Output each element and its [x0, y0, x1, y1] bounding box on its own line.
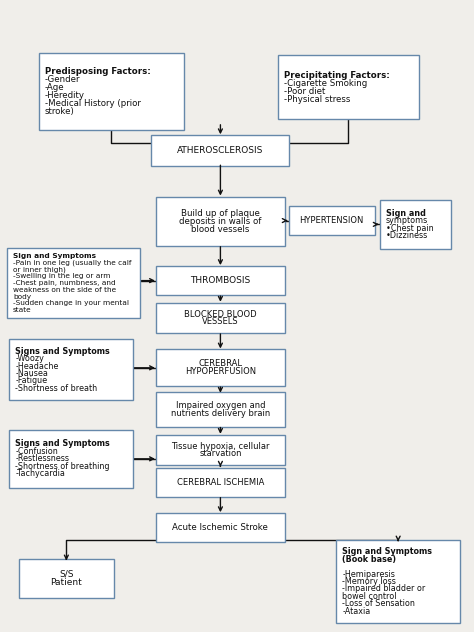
Text: starvation: starvation: [199, 449, 242, 458]
Text: Impaired oxygen and: Impaired oxygen and: [176, 401, 265, 410]
Text: -Confusion: -Confusion: [15, 447, 58, 456]
FancyBboxPatch shape: [19, 559, 114, 598]
Text: -Restlessness: -Restlessness: [15, 454, 69, 463]
Text: -Shortness of breathing: -Shortness of breathing: [15, 462, 110, 471]
FancyBboxPatch shape: [39, 54, 184, 130]
FancyBboxPatch shape: [156, 435, 284, 465]
Text: Build up of plaque: Build up of plaque: [181, 209, 260, 218]
Text: deposits in walls of: deposits in walls of: [179, 217, 262, 226]
Text: Tissue hypoxia, cellular: Tissue hypoxia, cellular: [171, 442, 270, 451]
Text: Signs and Symptoms: Signs and Symptoms: [15, 347, 110, 356]
FancyBboxPatch shape: [156, 468, 284, 497]
Text: THROMBOSIS: THROMBOSIS: [190, 276, 251, 285]
FancyBboxPatch shape: [156, 349, 284, 386]
Text: -Nausea: -Nausea: [15, 369, 48, 378]
Text: -Headache: -Headache: [15, 362, 59, 370]
Text: state: state: [13, 307, 32, 313]
Text: -Woozy: -Woozy: [15, 354, 44, 363]
Text: Patient: Patient: [51, 578, 82, 587]
Text: -Sudden change in your mental: -Sudden change in your mental: [13, 300, 129, 307]
Text: HYPOPERFUSION: HYPOPERFUSION: [185, 367, 256, 376]
Text: stroke): stroke): [45, 107, 75, 116]
Text: BLOCKED BLOOD: BLOCKED BLOOD: [184, 310, 257, 319]
FancyBboxPatch shape: [336, 540, 460, 623]
Text: •Dizziness: •Dizziness: [386, 231, 428, 240]
Text: -Impaired bladder or: -Impaired bladder or: [342, 585, 426, 593]
FancyBboxPatch shape: [156, 513, 284, 542]
Text: -Heredity: -Heredity: [45, 91, 85, 100]
Text: -Loss of Sensation: -Loss of Sensation: [342, 599, 415, 608]
Text: HYPERTENSION: HYPERTENSION: [300, 216, 364, 225]
Text: or inner thigh): or inner thigh): [13, 266, 66, 273]
Text: Acute Ischemic Stroke: Acute Ischemic Stroke: [173, 523, 268, 532]
Text: Signs and Symptoms: Signs and Symptoms: [15, 439, 110, 449]
Text: -Medical History (prior: -Medical History (prior: [45, 99, 141, 108]
Text: -Age: -Age: [45, 83, 64, 92]
Text: ATHEROSCLEROSIS: ATHEROSCLEROSIS: [177, 146, 264, 155]
Text: Sign and Symptoms: Sign and Symptoms: [342, 547, 432, 556]
FancyBboxPatch shape: [156, 197, 284, 246]
Text: CEREBRAL ISCHEMIA: CEREBRAL ISCHEMIA: [177, 478, 264, 487]
Text: weakness on the side of the: weakness on the side of the: [13, 287, 116, 293]
Text: (Book base): (Book base): [342, 555, 397, 564]
FancyBboxPatch shape: [156, 303, 284, 333]
Text: blood vessels: blood vessels: [191, 224, 250, 234]
FancyBboxPatch shape: [152, 135, 289, 166]
Text: CEREBRAL: CEREBRAL: [199, 360, 242, 368]
Text: -Pain in one leg (usually the calf: -Pain in one leg (usually the calf: [13, 260, 131, 266]
Text: -Cigarette Smoking: -Cigarette Smoking: [284, 79, 368, 88]
Text: body: body: [13, 294, 31, 300]
Text: bowel control: bowel control: [342, 592, 397, 601]
FancyBboxPatch shape: [9, 339, 133, 400]
Text: Predisposing Factors:: Predisposing Factors:: [45, 67, 151, 76]
Text: -Chest pain, numbness, and: -Chest pain, numbness, and: [13, 280, 116, 286]
Text: -Tachycardia: -Tachycardia: [15, 469, 65, 478]
Text: Precipitating Factors:: Precipitating Factors:: [284, 71, 390, 80]
Text: VESSELS: VESSELS: [202, 317, 239, 326]
Text: -Gender: -Gender: [45, 75, 81, 84]
Text: -Shortness of breath: -Shortness of breath: [15, 384, 98, 392]
Text: -Fatigue: -Fatigue: [15, 377, 47, 386]
Text: -Memory loss: -Memory loss: [342, 577, 396, 586]
FancyBboxPatch shape: [278, 56, 419, 119]
Text: symptoms: symptoms: [386, 216, 428, 225]
Text: •Chest pain: •Chest pain: [386, 224, 434, 233]
FancyBboxPatch shape: [289, 206, 374, 235]
FancyBboxPatch shape: [156, 266, 284, 295]
Text: -Swelling in the leg or arm: -Swelling in the leg or arm: [13, 274, 110, 279]
Text: nutrients delivery brain: nutrients delivery brain: [171, 409, 270, 418]
Text: Sign and: Sign and: [386, 209, 426, 217]
Text: -Poor diet: -Poor diet: [284, 87, 326, 95]
FancyBboxPatch shape: [7, 248, 140, 319]
Text: Sign and Symptoms: Sign and Symptoms: [13, 253, 96, 259]
FancyBboxPatch shape: [156, 392, 284, 427]
FancyBboxPatch shape: [380, 200, 451, 249]
Text: -Hemiparesis: -Hemiparesis: [342, 569, 395, 578]
Text: -Physical stress: -Physical stress: [284, 95, 351, 104]
Text: -Ataxia: -Ataxia: [342, 607, 371, 616]
Text: S/S: S/S: [59, 569, 73, 579]
FancyBboxPatch shape: [9, 430, 133, 488]
